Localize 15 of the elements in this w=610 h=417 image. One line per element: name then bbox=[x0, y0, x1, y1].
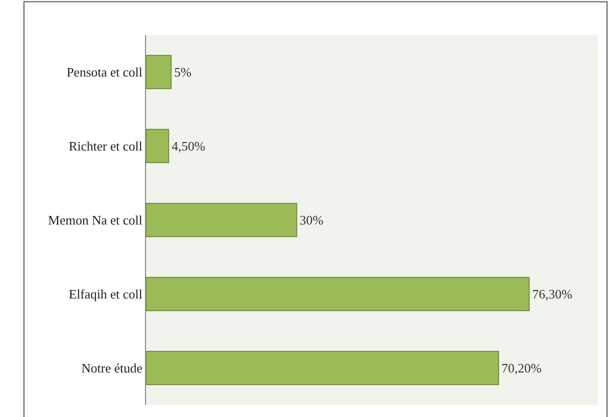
y-tick-label: Memon Na et coll bbox=[48, 212, 143, 228]
data-label: 70,20% bbox=[502, 360, 542, 376]
y-tick-label: Pensota et coll bbox=[66, 64, 143, 80]
data-label: 5% bbox=[174, 64, 192, 80]
y-tick-label: Elfaqih et coll bbox=[68, 286, 143, 302]
y-tick-label: Richter et coll bbox=[68, 138, 143, 154]
bar bbox=[146, 276, 530, 312]
bar bbox=[146, 128, 170, 164]
y-tick-label: Notre étude bbox=[81, 360, 143, 376]
bar bbox=[146, 350, 500, 386]
data-label: 30% bbox=[300, 212, 324, 228]
data-label: 4,50% bbox=[172, 138, 206, 154]
bar bbox=[146, 202, 298, 238]
data-label: 76,30% bbox=[532, 286, 572, 302]
bar bbox=[146, 54, 172, 90]
